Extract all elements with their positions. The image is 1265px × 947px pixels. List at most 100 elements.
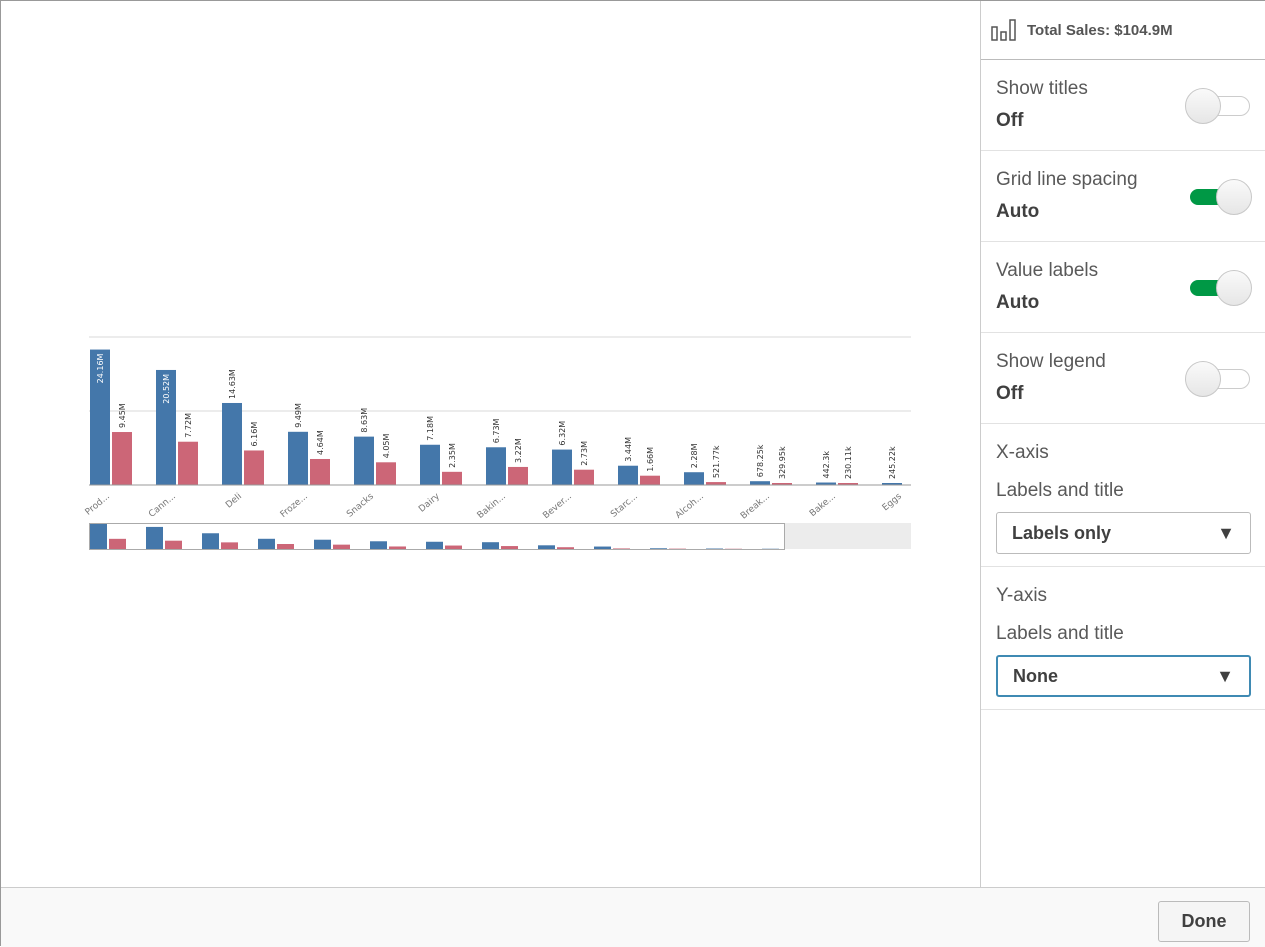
bar[interactable] — [750, 481, 770, 485]
y-axis-selected: None — [1013, 666, 1058, 687]
x-axis-select[interactable]: Labels only ▼ — [996, 512, 1251, 554]
value-label: 6.32M — [558, 421, 567, 446]
mini-bar — [426, 542, 443, 549]
mini-bar — [613, 548, 630, 549]
mini-bar — [594, 547, 611, 549]
footer: Done — [1, 887, 1265, 947]
bar-chart: 24.16M9.45MProd...20.52M7.72MCann...14.6… — [1, 1, 979, 887]
x-axis-sublabel: Labels and title — [996, 480, 1251, 502]
show-titles-row: Show titles Off — [981, 60, 1265, 151]
scrollbar-track[interactable] — [785, 523, 911, 549]
mini-bar — [146, 527, 163, 549]
value-label: 442.3k — [822, 451, 831, 479]
bar[interactable] — [486, 447, 506, 485]
dropdown-arrow-icon: ▼ — [1216, 666, 1234, 687]
value-label: 245.22k — [888, 446, 897, 479]
mini-bar — [538, 545, 555, 549]
value-label: 6.73M — [492, 418, 501, 443]
bar[interactable] — [618, 466, 638, 485]
y-axis-label: Y-axis — [996, 585, 1251, 607]
mini-bar — [333, 545, 350, 549]
mini-bar — [557, 547, 574, 549]
value-labels-label: Value labels — [996, 260, 1251, 282]
value-label: 230.11k — [844, 446, 853, 479]
x-tick-label: Bakin... — [476, 492, 508, 521]
grid-line-spacing-toggle[interactable] — [1190, 189, 1250, 205]
bar[interactable] — [354, 437, 374, 485]
x-tick-label: Break... — [739, 492, 772, 522]
x-axis-section: X-axis Labels and title Labels only▼ — [981, 424, 1265, 567]
value-label: 521.77k — [712, 445, 721, 478]
grid-line-spacing-row: Grid line spacing Auto — [981, 151, 1265, 242]
value-labels-toggle[interactable] — [1190, 280, 1250, 296]
x-tick-label: Eggs — [881, 491, 904, 513]
mini-bar — [90, 523, 107, 549]
panel-header: Total Sales: $104.9M — [981, 1, 1265, 60]
bar[interactable] — [376, 462, 396, 485]
x-tick-label: Froze... — [279, 492, 310, 520]
value-label: 6.16M — [250, 422, 259, 447]
bar[interactable] — [222, 403, 242, 485]
x-tick-label: Bake... — [808, 492, 838, 519]
bar[interactable] — [442, 472, 462, 485]
show-legend-row: Show legend Off — [981, 333, 1265, 424]
value-label: 20.52M — [162, 374, 171, 404]
done-button[interactable]: Done — [1158, 901, 1250, 942]
properties-panel: Total Sales: $104.9M Show titles Off Gri… — [980, 1, 1265, 887]
bar[interactable] — [178, 442, 198, 485]
mini-bar — [165, 541, 182, 549]
value-label: 329.95k — [778, 446, 787, 479]
y-axis-select[interactable]: None ▼ — [996, 655, 1251, 697]
bar[interactable] — [420, 445, 440, 485]
value-label: 2.35M — [448, 443, 457, 468]
bar-chart-icon — [991, 19, 1017, 41]
grid-line-spacing-label: Grid line spacing — [996, 169, 1251, 191]
dropdown-arrow-icon: ▼ — [1217, 523, 1235, 544]
mini-bar — [314, 540, 331, 549]
value-label: 9.45M — [118, 403, 127, 428]
value-label: 24.16M — [96, 353, 105, 383]
value-labels-row: Value labels Auto — [981, 242, 1265, 333]
value-label: 3.44M — [624, 437, 633, 462]
x-tick-label: Prod... — [84, 492, 112, 518]
value-label: 7.18M — [426, 416, 435, 441]
value-label: 2.28M — [690, 443, 699, 468]
mini-bar — [482, 542, 499, 549]
mini-bar — [445, 546, 462, 549]
value-label: 7.72M — [184, 413, 193, 438]
mini-bar — [221, 542, 238, 549]
bar[interactable] — [684, 472, 704, 485]
panel-title: Total Sales: $104.9M — [1027, 22, 1173, 39]
mini-bar — [650, 548, 667, 549]
bar[interactable] — [552, 450, 572, 485]
value-label: 9.49M — [294, 403, 303, 428]
value-label: 678.25k — [756, 444, 765, 477]
x-tick-label: Snacks — [345, 491, 376, 519]
mini-bar — [109, 539, 126, 549]
mini-bar — [277, 544, 294, 549]
bar[interactable] — [310, 459, 330, 485]
bar[interactable] — [244, 450, 264, 485]
x-tick-label: Cann... — [147, 492, 178, 520]
show-titles-toggle[interactable] — [1187, 96, 1250, 116]
value-label: 4.05M — [382, 433, 391, 458]
y-axis-section: Y-axis Labels and title None ▼ — [981, 567, 1265, 710]
y-axis-sublabel: Labels and title — [996, 623, 1251, 645]
mini-bar — [370, 541, 387, 549]
show-legend-toggle[interactable] — [1187, 369, 1250, 389]
bar[interactable] — [574, 470, 594, 485]
bar[interactable] — [640, 476, 660, 485]
mini-bar — [258, 539, 275, 549]
x-tick-label: Starc... — [609, 492, 640, 520]
x-tick-label: Dairy — [417, 491, 442, 515]
x-tick-label: Bever... — [541, 492, 573, 522]
value-label: 4.64M — [316, 430, 325, 455]
bar[interactable] — [112, 432, 132, 485]
bar[interactable] — [508, 467, 528, 485]
bar[interactable] — [288, 432, 308, 485]
value-label: 1.66M — [646, 447, 655, 472]
mini-bar — [501, 546, 518, 549]
x-tick-label: Deli — [224, 492, 244, 511]
x-axis-selected: Labels only — [1012, 523, 1111, 544]
x-tick-label: Alcoh... — [674, 492, 706, 521]
